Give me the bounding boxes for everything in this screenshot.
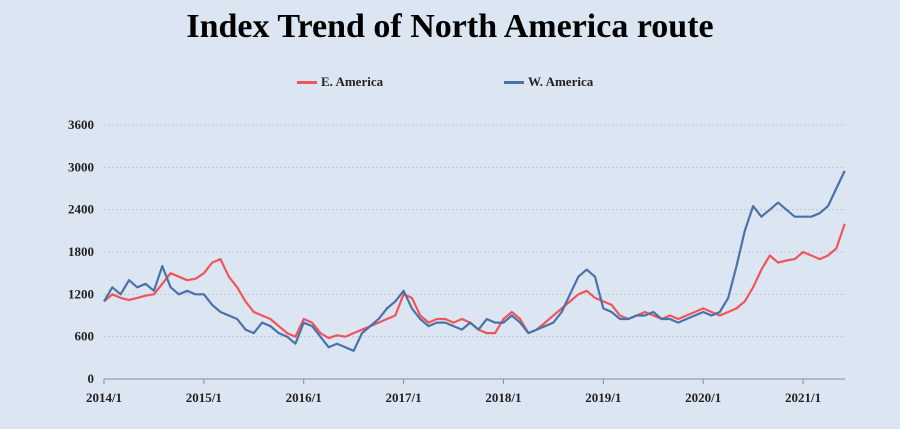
y-tick-label: 1800 — [68, 244, 94, 259]
x-tick-label: 2021/1 — [785, 390, 821, 405]
y-tick-label: 0 — [88, 371, 95, 386]
x-tick-label: 2020/1 — [685, 390, 721, 405]
legend-item-west: W. America — [504, 74, 593, 90]
y-tick-label: 600 — [75, 329, 95, 344]
x-tick-label: 2018/1 — [485, 390, 521, 405]
x-tick-label: 2014/1 — [86, 390, 122, 405]
x-tick-label: 2019/1 — [585, 390, 621, 405]
x-axis: 2014/1 2015/1 2016/1 2017/1 2018/1 2019/1 2020… — [86, 379, 821, 405]
legend-swatch-west — [504, 80, 524, 84]
gridlines — [104, 124, 845, 380]
legend-swatch-east — [297, 80, 317, 84]
chart-title: Index Trend of North America route — [186, 8, 714, 45]
series-lines — [103, 170, 846, 352]
y-tick-label: 3000 — [68, 159, 94, 174]
y-tick-label: 1200 — [68, 286, 94, 301]
y-tick-label: 3600 — [68, 117, 94, 132]
x-tick-label: 2017/1 — [386, 390, 422, 405]
series-line-west — [103, 170, 846, 352]
y-tick-label: 2400 — [68, 202, 94, 217]
legend-label-east: E. America — [321, 74, 384, 89]
legend-label-west: W. America — [528, 74, 594, 89]
x-tick-label: 2015/1 — [186, 390, 222, 405]
legend: E. America W. America — [0, 74, 900, 94]
x-tick-label: 2016/1 — [286, 390, 322, 405]
legend-item-east: E. America — [297, 74, 383, 90]
y-axis: 0 600 1200 1800 2400 3000 3600 — [68, 117, 94, 386]
